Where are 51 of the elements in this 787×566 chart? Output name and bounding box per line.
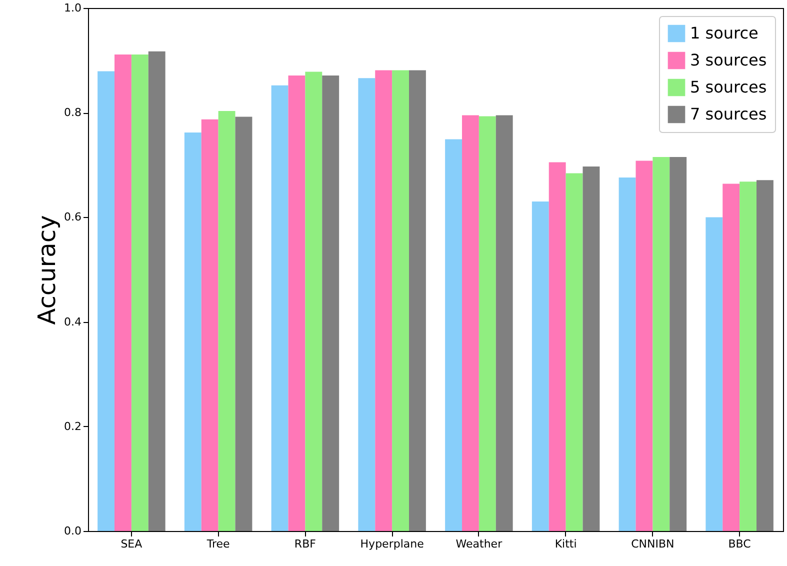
bar xyxy=(582,166,600,531)
legend-label: 5 sources xyxy=(690,78,767,96)
bar xyxy=(375,70,392,531)
bar xyxy=(566,173,583,531)
bar xyxy=(392,70,410,531)
bar xyxy=(722,184,740,531)
legend-label: 1 source xyxy=(690,24,758,42)
bar xyxy=(618,177,636,531)
bar xyxy=(548,162,566,531)
bar xyxy=(305,72,322,531)
x-tick-label: BBC xyxy=(728,538,752,550)
bar xyxy=(496,115,513,531)
x-tick-label: SEA xyxy=(120,538,143,550)
y-tick-label: 0.6 xyxy=(64,210,82,224)
bar xyxy=(358,78,376,531)
x-tick-label: Weather xyxy=(456,538,503,550)
bar xyxy=(652,157,670,531)
bar xyxy=(756,180,774,531)
bar xyxy=(288,75,306,531)
bar xyxy=(706,217,723,531)
x-tick-label: Tree xyxy=(206,538,230,550)
bar xyxy=(218,111,236,531)
bar xyxy=(409,70,426,531)
bar xyxy=(184,132,202,531)
x-tick-label: Hyperplane xyxy=(360,538,424,550)
bar xyxy=(636,160,653,531)
x-tick-label: CNNIBN xyxy=(631,538,674,550)
y-tick-label: 0.2 xyxy=(64,420,82,433)
bar xyxy=(740,182,757,531)
bar xyxy=(148,51,166,531)
bar xyxy=(131,54,148,531)
bar xyxy=(114,54,132,531)
legend-label: 3 sources xyxy=(690,50,767,70)
legend-label: 7 sources xyxy=(690,104,767,124)
bar xyxy=(670,157,687,531)
x-tick-label: Kitti xyxy=(554,538,577,550)
bar xyxy=(201,119,218,531)
bar xyxy=(478,116,496,531)
y-tick-label: 0.4 xyxy=(64,315,82,328)
y-tick-label: 0.8 xyxy=(64,106,82,120)
bar xyxy=(98,71,114,531)
y-tick-label: 1.0 xyxy=(64,2,82,14)
y-tick-label: 0.0 xyxy=(64,524,82,538)
y-axis-title: Accuracy xyxy=(33,215,62,325)
x-tick-label: RBF xyxy=(294,538,316,550)
bar xyxy=(462,115,479,531)
bar xyxy=(271,85,288,531)
bar xyxy=(322,75,340,531)
bar xyxy=(445,139,462,531)
bar xyxy=(532,202,549,531)
bar xyxy=(235,116,252,531)
